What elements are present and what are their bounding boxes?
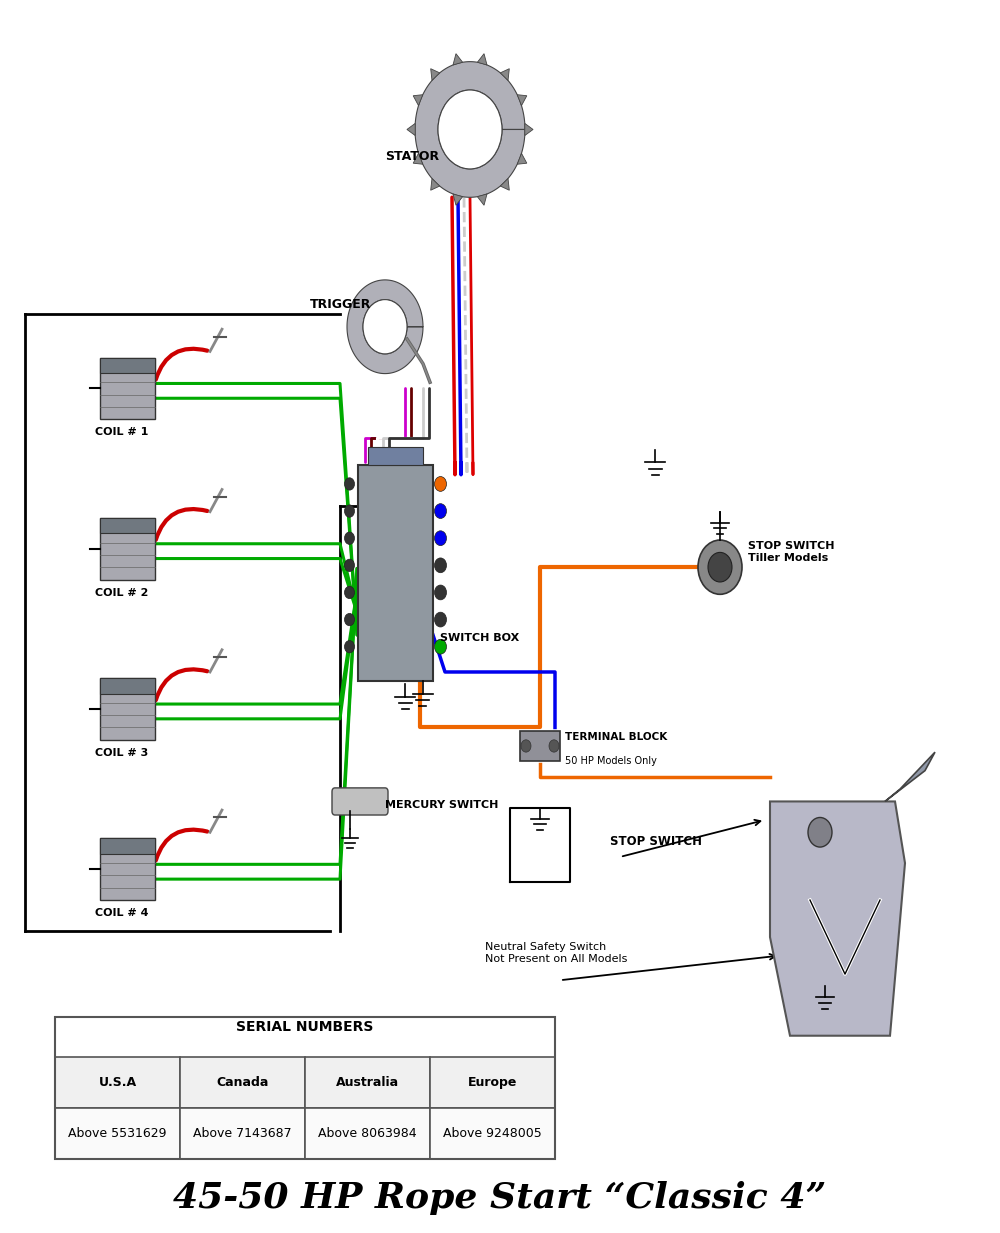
Polygon shape <box>431 179 440 190</box>
Circle shape <box>549 740 559 752</box>
Text: STATOR: STATOR <box>385 150 439 163</box>
FancyBboxPatch shape <box>100 358 155 372</box>
Polygon shape <box>770 801 905 1036</box>
FancyBboxPatch shape <box>358 465 433 681</box>
Polygon shape <box>413 153 423 164</box>
Text: 50 HP Models Only: 50 HP Models Only <box>565 757 657 767</box>
Text: MERCURY SWITCH: MERCURY SWITCH <box>385 800 498 810</box>
FancyBboxPatch shape <box>368 446 423 465</box>
Circle shape <box>708 552 732 582</box>
Circle shape <box>345 586 355 598</box>
Polygon shape <box>431 69 440 80</box>
Text: COIL # 4: COIL # 4 <box>95 909 148 919</box>
Circle shape <box>345 614 355 625</box>
Polygon shape <box>453 54 463 65</box>
Polygon shape <box>477 54 487 65</box>
Polygon shape <box>347 280 423 374</box>
Text: TERMINAL BLOCK: TERMINAL BLOCK <box>565 732 667 742</box>
Circle shape <box>521 740 531 752</box>
FancyBboxPatch shape <box>520 730 560 761</box>
Polygon shape <box>517 95 527 106</box>
Text: COIL # 3: COIL # 3 <box>95 748 148 758</box>
Text: SERIAL NUMBERS: SERIAL NUMBERS <box>236 1020 374 1034</box>
Circle shape <box>345 641 355 652</box>
Circle shape <box>345 477 355 490</box>
Text: COIL # 2: COIL # 2 <box>95 588 148 598</box>
Polygon shape <box>500 69 509 80</box>
Polygon shape <box>453 194 463 205</box>
Text: STOP SWITCH: STOP SWITCH <box>610 835 702 847</box>
Text: 45-50 HP Rope Start “Classic 4”: 45-50 HP Rope Start “Classic 4” <box>173 1181 827 1216</box>
FancyBboxPatch shape <box>100 518 155 580</box>
Text: Neutral Safety Switch
Not Present on All Models: Neutral Safety Switch Not Present on All… <box>485 942 627 964</box>
Circle shape <box>363 300 407 354</box>
Polygon shape <box>477 194 487 205</box>
FancyBboxPatch shape <box>100 838 155 900</box>
Polygon shape <box>517 153 527 164</box>
Polygon shape <box>413 95 423 106</box>
Circle shape <box>434 476 446 491</box>
FancyBboxPatch shape <box>332 788 388 815</box>
Circle shape <box>434 557 446 572</box>
Polygon shape <box>500 179 509 190</box>
FancyBboxPatch shape <box>100 838 155 853</box>
Circle shape <box>434 503 446 518</box>
Circle shape <box>808 817 832 847</box>
Circle shape <box>434 612 446 626</box>
Polygon shape <box>407 123 415 136</box>
Circle shape <box>438 90 502 169</box>
Circle shape <box>434 530 446 545</box>
Polygon shape <box>525 123 533 136</box>
Text: COIL # 1: COIL # 1 <box>95 428 148 438</box>
Circle shape <box>434 584 446 599</box>
Polygon shape <box>885 752 935 801</box>
FancyBboxPatch shape <box>100 678 155 693</box>
Circle shape <box>698 540 742 594</box>
Text: STOP SWITCH
Tiller Models: STOP SWITCH Tiller Models <box>748 541 834 563</box>
Polygon shape <box>415 62 525 197</box>
Circle shape <box>345 559 355 572</box>
Text: TRIGGER: TRIGGER <box>310 298 371 311</box>
FancyBboxPatch shape <box>100 358 155 419</box>
Text: SWITCH BOX: SWITCH BOX <box>440 634 519 644</box>
Circle shape <box>345 506 355 517</box>
Circle shape <box>345 533 355 545</box>
FancyBboxPatch shape <box>100 678 155 740</box>
FancyBboxPatch shape <box>100 518 155 533</box>
Circle shape <box>434 639 446 653</box>
